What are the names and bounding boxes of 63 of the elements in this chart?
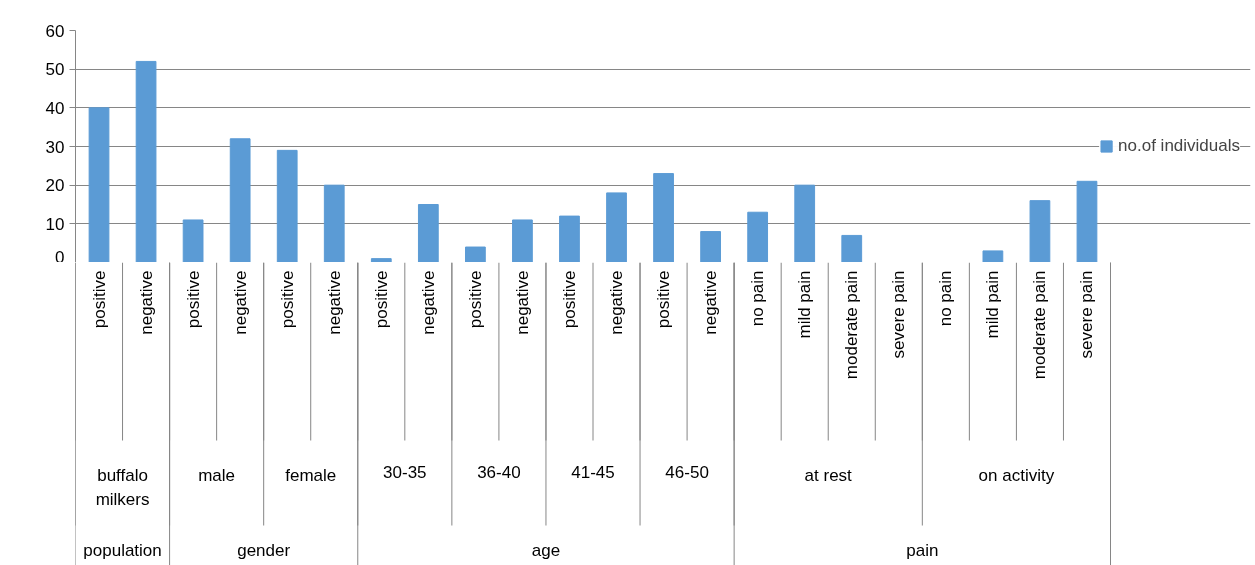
bar xyxy=(370,258,392,262)
bar xyxy=(135,60,157,262)
x-tick-label: positive xyxy=(371,270,391,329)
bar xyxy=(559,215,580,262)
text: population xyxy=(83,540,162,560)
y-tick-label: 60 xyxy=(45,21,65,41)
text: age xyxy=(531,540,561,560)
x-tick-label: negative xyxy=(512,270,532,335)
bar xyxy=(606,192,627,262)
y-tick-label: 20 xyxy=(45,176,65,196)
bar xyxy=(1029,200,1051,262)
x-tick-label: moderate pain xyxy=(842,270,862,380)
y-tick-label: 10 xyxy=(45,214,65,234)
x-tick-label: moderate pain xyxy=(1030,270,1050,380)
x-tick-label: no pain xyxy=(748,270,768,327)
x-tick-label: positive xyxy=(183,270,203,329)
text: buffalo milkers xyxy=(95,465,150,509)
bar xyxy=(841,234,863,262)
y-tick-label: 50 xyxy=(45,60,65,80)
bar xyxy=(182,219,204,262)
x-tick-label: negative xyxy=(701,270,721,335)
bar xyxy=(747,211,769,262)
x-tick-label: negative xyxy=(418,270,438,335)
text: 41-45 xyxy=(571,462,615,482)
bar xyxy=(794,184,816,262)
text: 30-35 xyxy=(383,462,427,482)
text: gender xyxy=(237,540,291,560)
bar xyxy=(512,219,533,262)
legend-label: no.of individuals xyxy=(1118,136,1240,156)
x-tick-label: severe pain xyxy=(1077,270,1097,359)
bar xyxy=(700,231,721,262)
x-tick-label: negative xyxy=(230,270,250,335)
bar xyxy=(653,173,674,262)
text: pain xyxy=(906,540,939,560)
x-tick-label: positive xyxy=(277,270,297,329)
bar xyxy=(323,184,345,262)
x-tick-label: positive xyxy=(89,270,109,329)
y-tick-label: 30 xyxy=(45,137,65,157)
bar xyxy=(465,246,486,262)
text: female xyxy=(285,465,337,485)
x-tick-label: mild pain xyxy=(983,270,1003,339)
x-tick-label: positive xyxy=(465,270,485,329)
bar xyxy=(1076,180,1098,262)
x-tick-label: negative xyxy=(607,270,627,335)
x-tick-label: no pain xyxy=(936,270,956,327)
x-tick-label: positive xyxy=(654,270,674,329)
x-tick-label: negative xyxy=(136,270,156,335)
bar xyxy=(88,107,110,262)
text: 46-50 xyxy=(665,462,709,482)
bar xyxy=(229,138,251,262)
y-tick-label: 40 xyxy=(45,98,65,118)
text: on activity xyxy=(978,465,1055,485)
text: at rest xyxy=(804,465,853,485)
bar xyxy=(417,204,439,262)
bar xyxy=(276,149,298,262)
text: male xyxy=(198,465,236,485)
text: 36-40 xyxy=(477,462,521,482)
x-tick-label: negative xyxy=(324,270,344,335)
x-tick-label: mild pain xyxy=(795,270,815,339)
x-tick-label: severe pain xyxy=(889,270,909,359)
y-tick-label: 0 xyxy=(55,247,65,267)
x-tick-label: positive xyxy=(559,270,579,329)
bar xyxy=(982,250,1004,262)
